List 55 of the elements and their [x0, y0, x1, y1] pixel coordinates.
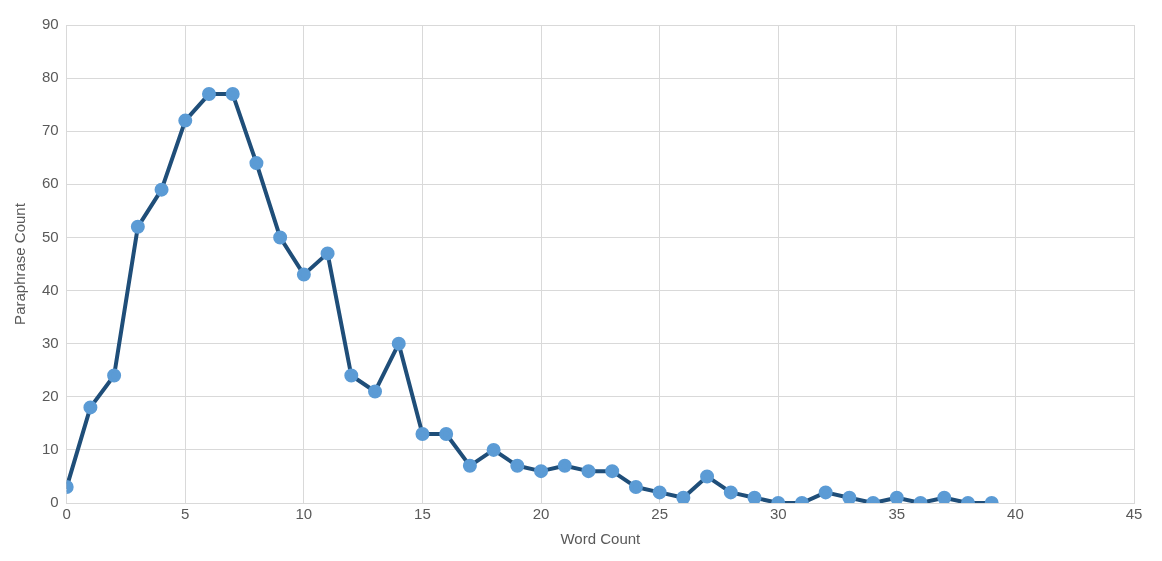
- y-tick-label: 20: [42, 386, 59, 404]
- point: [581, 464, 596, 479]
- point: [462, 458, 477, 473]
- point: [486, 442, 501, 457]
- x-tick-label: 15: [414, 505, 431, 523]
- point: [510, 458, 525, 473]
- point: [842, 490, 857, 503]
- point: [225, 87, 240, 102]
- y-tick-label: 10: [42, 440, 59, 458]
- x-tick-label: 35: [888, 505, 906, 523]
- point: [700, 469, 715, 484]
- point: [534, 464, 549, 479]
- y-tick-label: 30: [42, 333, 59, 351]
- x-tick-label: 0: [62, 505, 71, 523]
- x-tick-label: 45: [1125, 505, 1143, 523]
- x-tick-label: 30: [769, 505, 787, 523]
- point: [628, 480, 643, 495]
- y-tick-label: 90: [42, 15, 59, 33]
- point: [605, 464, 620, 479]
- point: [415, 426, 430, 441]
- x-tick-label: 10: [295, 505, 313, 523]
- y-tick-label: 50: [42, 227, 59, 245]
- point: [391, 336, 406, 351]
- y-tick-label: 80: [42, 68, 59, 86]
- point: [937, 490, 952, 503]
- x-tick-label: 5: [181, 505, 190, 523]
- point: [747, 490, 762, 503]
- point: [368, 384, 383, 399]
- y-tick-label: 70: [42, 121, 59, 139]
- point: [83, 400, 98, 415]
- point: [249, 156, 264, 171]
- point: [178, 113, 193, 128]
- x-tick-label: 25: [651, 505, 668, 523]
- y-tick-label: 60: [42, 174, 59, 192]
- point: [201, 87, 216, 102]
- x-tick-label: 20: [532, 505, 550, 523]
- point: [320, 246, 335, 261]
- point: [439, 426, 454, 441]
- x-tick-label: 40: [1007, 505, 1024, 523]
- point: [273, 230, 288, 245]
- point: [154, 182, 169, 197]
- x-axis-title: Word Count: [560, 530, 642, 548]
- point: [344, 368, 359, 383]
- point: [723, 485, 738, 500]
- point: [652, 485, 667, 500]
- point: [889, 490, 904, 503]
- y-tick-label: 40: [42, 280, 59, 298]
- point: [818, 485, 833, 500]
- point: [296, 267, 311, 282]
- point: [130, 219, 145, 234]
- point: [107, 368, 122, 383]
- y-tick-label: 0: [50, 493, 59, 511]
- point: [676, 490, 691, 503]
- point: [557, 458, 572, 473]
- y-axis-title: Paraphrase Count: [11, 202, 29, 325]
